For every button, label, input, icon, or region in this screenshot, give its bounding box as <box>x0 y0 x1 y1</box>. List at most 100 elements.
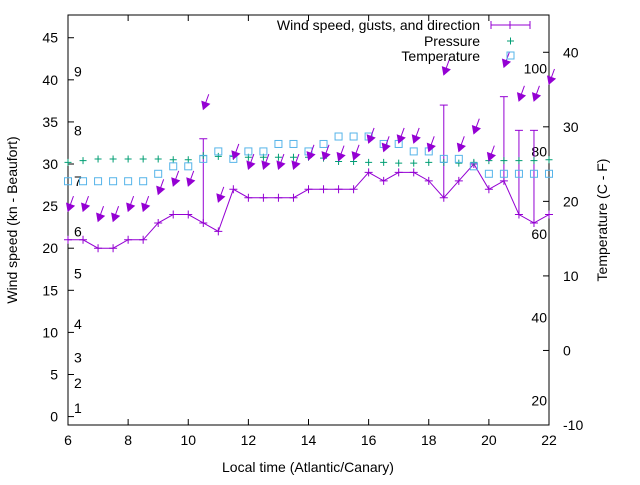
pressure-point <box>214 152 222 160</box>
pressure-point <box>79 157 87 165</box>
wind-speed-point <box>259 193 268 202</box>
beaufort-label: 8 <box>74 122 82 138</box>
wind-speed-point <box>64 235 72 244</box>
pressure-point <box>184 156 192 164</box>
temperature-point <box>454 154 463 163</box>
axes: 6 8 10 12 14 16 18 20 22051015202530354045-10010… <box>42 14 583 448</box>
beaufort-label: 3 <box>74 350 82 366</box>
wind-speed-point <box>79 235 88 244</box>
temperature-point <box>139 177 148 186</box>
wind-direction-arrowhead <box>321 151 331 161</box>
temperature-point <box>319 139 328 148</box>
temperature-point <box>184 162 193 171</box>
wind-direction-arrowhead <box>366 134 376 144</box>
wind-direction-arrowhead <box>456 142 466 153</box>
temperature-point <box>259 147 268 156</box>
wind-direction-arrowhead <box>186 177 196 187</box>
pressure-point <box>425 158 433 166</box>
wind-speed-point <box>394 168 403 177</box>
beaufort-label: 1 <box>74 400 82 416</box>
pressure-point <box>515 157 523 165</box>
y-tick-label: 15 <box>42 282 58 298</box>
temperature-point <box>499 169 508 178</box>
y2-tick-label: 0 <box>563 342 571 358</box>
wind-speed-point <box>289 193 298 202</box>
wind-speed-point <box>184 210 193 219</box>
beaufort-label: 7 <box>74 173 82 189</box>
wind-speed-point <box>169 210 178 219</box>
pressure-point <box>289 153 297 161</box>
pressure-point <box>124 155 132 163</box>
y2-tick-label: 10 <box>563 268 579 284</box>
wind-direction-arrowhead <box>65 202 76 213</box>
wind-direction-arrowhead <box>291 160 301 171</box>
legend-samples <box>490 21 531 60</box>
y-tick-label: 45 <box>42 30 58 46</box>
wind-speed-line <box>68 163 550 249</box>
wind-direction-arrowhead <box>246 160 256 171</box>
beaufort-label: 9 <box>74 63 82 79</box>
temperature-point <box>469 162 478 171</box>
pressure-point <box>365 158 373 166</box>
wind-direction-arrowhead <box>411 134 421 144</box>
temperature-point <box>214 147 223 156</box>
y-tick-label: 40 <box>42 72 58 88</box>
wind-direction-arrowhead <box>396 134 406 144</box>
wind-speed-point <box>274 193 283 202</box>
temperature-point <box>124 177 133 186</box>
wind-direction-arrowhead <box>141 202 151 213</box>
y2-axis-label: Temperature (C - F) <box>594 159 610 282</box>
wind-speed-point <box>514 210 523 219</box>
wind-direction-arrowhead <box>201 100 211 111</box>
fahrenheit-label: 20 <box>531 392 547 408</box>
wind-direction-arrowhead <box>171 177 181 187</box>
wind-speed-point <box>409 168 418 177</box>
x-tick-label: 14 <box>301 432 317 448</box>
wind-speed-point <box>334 185 343 194</box>
pressure-point <box>380 158 388 166</box>
pressure-point <box>545 156 553 164</box>
wind-speed-point <box>439 193 448 202</box>
y-tick-label: 10 <box>42 324 58 340</box>
wind-speed-point <box>229 185 238 194</box>
y2-tick-label: -10 <box>563 417 583 433</box>
x-tick-label: 10 <box>180 432 196 448</box>
y-tick-label: 30 <box>42 156 58 172</box>
x-tick-label: 16 <box>361 432 377 448</box>
fahrenheit-label: 80 <box>531 143 547 159</box>
wind-speed-point <box>154 218 163 227</box>
temperature-point <box>244 147 253 156</box>
wind-direction-arrowhead <box>546 75 557 85</box>
temperature-point <box>199 154 208 163</box>
wind-direction-arrowhead <box>276 160 286 171</box>
legend-wind-sample <box>490 21 531 29</box>
plot-border <box>67 14 550 426</box>
wind-direction-arrowhead <box>96 212 106 223</box>
wind-direction-arrowhead <box>336 151 346 162</box>
pressure-point <box>410 159 418 167</box>
wind-direction-arrowhead <box>501 58 512 69</box>
wind-direction-arrowhead <box>381 142 391 153</box>
pressure-point <box>274 153 282 161</box>
pressure-point <box>530 157 538 165</box>
y-tick-label: 0 <box>50 409 58 425</box>
pressure-point <box>154 155 162 163</box>
legend-pressure-label: Pressure <box>424 33 480 49</box>
wind-speed-point <box>214 227 223 236</box>
legend-wind-label: Wind speed, gusts, and direction <box>277 17 480 33</box>
legend-pressure-sample <box>507 37 514 45</box>
pressure-point <box>169 156 177 164</box>
temperature-point <box>289 139 298 148</box>
wind-speed-point <box>244 193 253 202</box>
pressure-point <box>94 155 102 163</box>
x-tick-label: 6 <box>64 432 72 448</box>
plot-marks <box>64 51 557 253</box>
temperature-point <box>409 147 418 156</box>
legend: Wind speed, gusts, and direction Pressur… <box>277 17 531 64</box>
wind-direction-arrowhead <box>516 92 527 102</box>
wind-speed-point <box>545 210 553 219</box>
x-tick-label: 22 <box>541 432 557 448</box>
temperature-point <box>529 169 538 178</box>
temperature-point <box>64 177 72 186</box>
wind-speed-point <box>364 168 373 177</box>
